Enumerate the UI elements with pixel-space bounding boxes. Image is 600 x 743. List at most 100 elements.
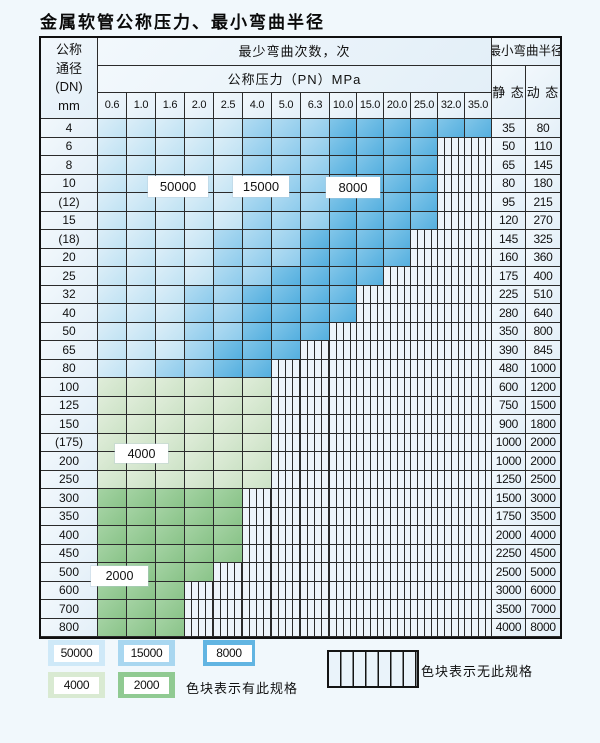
table-cell bbox=[411, 489, 438, 508]
static-value: 3500 bbox=[492, 600, 526, 619]
table-cell bbox=[465, 396, 492, 415]
table-cell bbox=[156, 600, 185, 619]
table-cell bbox=[98, 507, 127, 526]
table-cell bbox=[411, 137, 438, 156]
table-cell bbox=[98, 248, 127, 267]
table-cell bbox=[127, 137, 156, 156]
static-value: 1000 bbox=[492, 452, 526, 471]
table-cell bbox=[185, 230, 214, 249]
callout-8000: 8000 bbox=[326, 177, 380, 198]
table-cell bbox=[411, 618, 438, 637]
dynamic-value: 4500 bbox=[526, 544, 560, 563]
table-cell bbox=[465, 156, 492, 175]
table-cell bbox=[330, 415, 357, 434]
table-cell bbox=[330, 359, 357, 378]
table-cell bbox=[98, 600, 127, 619]
dynamic-value: 325 bbox=[526, 230, 560, 249]
table-cell bbox=[127, 304, 156, 323]
table-cell bbox=[465, 433, 492, 452]
dn-cell: 700 bbox=[41, 600, 98, 619]
dn-cell: 250 bbox=[41, 470, 98, 489]
table-cell bbox=[357, 563, 384, 582]
pressure-title: 公称压力（PN）MPa bbox=[98, 66, 492, 93]
dynamic-value: 7000 bbox=[526, 600, 560, 619]
table-cell bbox=[465, 137, 492, 156]
dn-cell: 50 bbox=[41, 322, 98, 341]
pressure-header-32.0: 32.0 bbox=[438, 93, 465, 119]
static-value: 80 bbox=[492, 174, 526, 193]
table-cell bbox=[243, 304, 272, 323]
pressure-header-10.0: 10.0 bbox=[330, 93, 357, 119]
table-cell bbox=[243, 211, 272, 230]
table-cell bbox=[465, 507, 492, 526]
table-cell bbox=[384, 415, 411, 434]
table-cell bbox=[127, 341, 156, 360]
table-cell bbox=[357, 322, 384, 341]
table-cell bbox=[272, 563, 301, 582]
legend-striped-box bbox=[327, 650, 419, 688]
table-cell bbox=[185, 600, 214, 619]
pressure-header-0.6: 0.6 bbox=[98, 93, 127, 119]
table-cell bbox=[330, 507, 357, 526]
dn-header-line: (DN) bbox=[55, 79, 83, 95]
table-cell bbox=[243, 452, 272, 471]
table-cell bbox=[357, 544, 384, 563]
static-value: 50 bbox=[492, 137, 526, 156]
table-cell bbox=[384, 304, 411, 323]
static-value: 1750 bbox=[492, 507, 526, 526]
table-cell bbox=[272, 156, 301, 175]
table-cell bbox=[156, 341, 185, 360]
table-cell bbox=[330, 470, 357, 489]
table-cell bbox=[411, 526, 438, 545]
table-cell bbox=[330, 230, 357, 249]
table-cell bbox=[411, 211, 438, 230]
table-cell bbox=[438, 396, 465, 415]
table-cell bbox=[214, 452, 243, 471]
table-cell bbox=[438, 248, 465, 267]
dynamic-header: 动 态 bbox=[526, 66, 560, 119]
table-cell bbox=[185, 156, 214, 175]
legend-swatch-15000: 15000 bbox=[118, 640, 175, 666]
table-cell bbox=[98, 119, 127, 138]
table-cell bbox=[384, 489, 411, 508]
table-cell bbox=[301, 507, 330, 526]
table-cell bbox=[301, 378, 330, 397]
table-cell bbox=[438, 415, 465, 434]
table-cell bbox=[243, 267, 272, 286]
dynamic-value: 2000 bbox=[526, 433, 560, 452]
dynamic-value: 8000 bbox=[526, 618, 560, 637]
dn-cell: 40 bbox=[41, 304, 98, 323]
table-cell bbox=[156, 137, 185, 156]
table-cell bbox=[272, 470, 301, 489]
table-cell bbox=[185, 137, 214, 156]
table-cell bbox=[272, 304, 301, 323]
table-cell bbox=[156, 507, 185, 526]
table-cell bbox=[301, 544, 330, 563]
table-cell bbox=[384, 341, 411, 360]
dynamic-value: 1200 bbox=[526, 378, 560, 397]
table-cell bbox=[185, 581, 214, 600]
dn-cell: 300 bbox=[41, 489, 98, 508]
table-cell bbox=[214, 600, 243, 619]
table-cell bbox=[214, 304, 243, 323]
table-cell bbox=[98, 415, 127, 434]
table-cell bbox=[272, 396, 301, 415]
table-cell bbox=[185, 193, 214, 212]
table-cell bbox=[127, 359, 156, 378]
table-cell bbox=[465, 119, 492, 138]
table-cell bbox=[438, 304, 465, 323]
dynamic-value: 6000 bbox=[526, 581, 560, 600]
table-cell bbox=[301, 341, 330, 360]
table-cell bbox=[301, 267, 330, 286]
static-value: 750 bbox=[492, 396, 526, 415]
table-cell bbox=[330, 304, 357, 323]
table-cell bbox=[185, 359, 214, 378]
table-cell bbox=[438, 563, 465, 582]
table-cell bbox=[272, 285, 301, 304]
table-cell bbox=[156, 526, 185, 545]
table-cell bbox=[357, 248, 384, 267]
pressure-header-4.0: 4.0 bbox=[243, 93, 272, 119]
dn-cell: 800 bbox=[41, 618, 98, 637]
table-cell bbox=[301, 600, 330, 619]
table-cell bbox=[185, 211, 214, 230]
